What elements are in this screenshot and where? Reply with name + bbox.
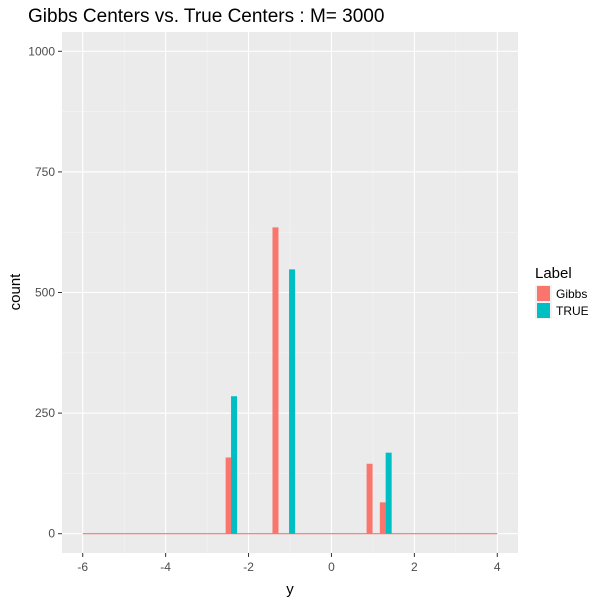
bar-gibbs xyxy=(379,502,386,534)
y-tick-label: 750 xyxy=(35,165,55,179)
chart-title: Gibbs Centers vs. True Centers : M= 3000 xyxy=(28,6,384,27)
legend-key-true xyxy=(537,303,550,318)
legend-label-true: TRUE xyxy=(556,304,589,318)
y-tick-label: 250 xyxy=(35,406,55,420)
x-tick-label: -6 xyxy=(77,560,88,574)
y-axis-title: count xyxy=(7,273,24,311)
bar-gibbs xyxy=(366,463,373,534)
y-axis: 0 250 500 750 1000 xyxy=(28,44,62,541)
y-tick-label: 1000 xyxy=(28,44,55,58)
bar-true xyxy=(385,452,392,534)
legend-label-gibbs: Gibbs xyxy=(556,287,587,301)
x-axis: -6 -4 -2 0 2 4 xyxy=(77,553,501,574)
legend-key-gibbs xyxy=(537,286,550,301)
legend-title: Label xyxy=(535,265,572,282)
x-tick-label: -2 xyxy=(243,560,254,574)
bar-true xyxy=(289,269,296,534)
x-tick-label: 0 xyxy=(328,560,335,574)
chart-marks xyxy=(82,227,498,535)
x-tick-label: 2 xyxy=(411,560,418,574)
y-tick-label: 500 xyxy=(35,286,55,300)
legend: Label Gibbs TRUE xyxy=(535,265,589,319)
bar-gibbs xyxy=(272,227,279,534)
x-axis-title: y xyxy=(286,581,294,598)
bar-true xyxy=(231,396,238,534)
y-tick-label: 0 xyxy=(48,527,55,541)
x-tick-label: -4 xyxy=(160,560,171,574)
bar-gibbs xyxy=(225,457,232,534)
x-tick-label: 4 xyxy=(494,560,501,574)
